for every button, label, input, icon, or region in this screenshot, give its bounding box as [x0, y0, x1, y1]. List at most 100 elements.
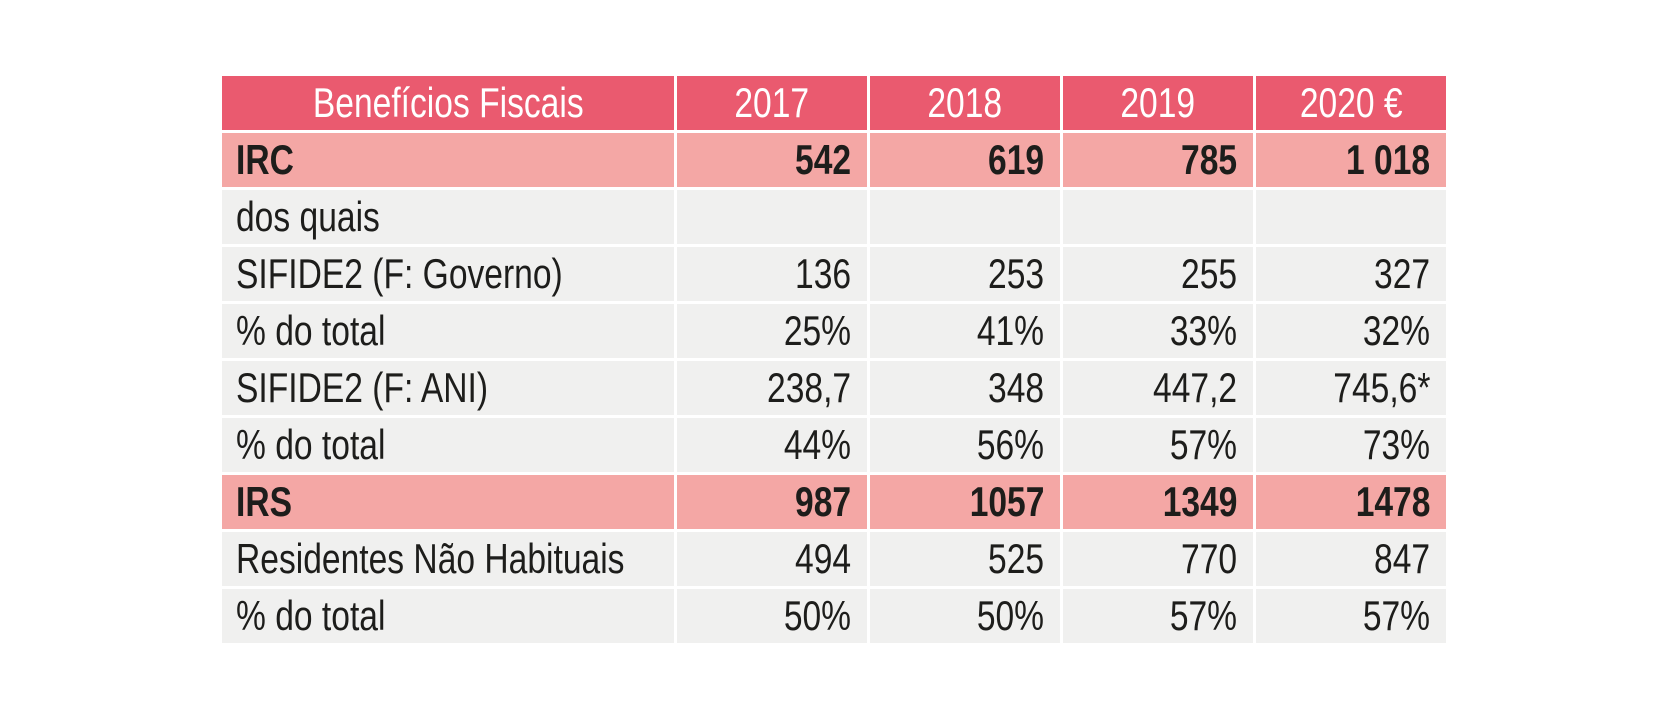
value-text: 525	[987, 535, 1044, 582]
table-row-dos-quais: dos quais	[222, 190, 1446, 244]
fiscal-benefits-table-container: Benefícios Fiscais 2017 2018 2019 2020 €…	[219, 73, 1449, 646]
value-cell: 56%	[870, 418, 1060, 472]
fiscal-benefits-table: Benefícios Fiscais 2017 2018 2019 2020 €…	[219, 73, 1449, 646]
table-row-sifide2-ani: SIFIDE2 (F: ANI) 238,7 348 447,2 745,6*	[222, 361, 1446, 415]
value-text: 57%	[1169, 592, 1237, 639]
value-cell: 1478	[1256, 475, 1446, 529]
table-header-row: Benefícios Fiscais 2017 2018 2019 2020 €	[222, 76, 1446, 130]
row-label-text: IRS	[236, 478, 293, 525]
header-year-text: 2019	[1120, 79, 1196, 126]
row-label-cell: % do total	[222, 589, 674, 643]
value-text: 73%	[1362, 421, 1430, 468]
value-cell	[1063, 190, 1253, 244]
value-text: 57%	[1362, 592, 1430, 639]
value-cell: 745,6*	[1256, 361, 1446, 415]
header-title-text: Benefícios Fiscais	[312, 79, 584, 126]
table-row-pct-ani: % do total 44% 56% 57% 73%	[222, 418, 1446, 472]
row-label-cell: SIFIDE2 (F: ANI)	[222, 361, 674, 415]
value-cell	[1256, 190, 1446, 244]
value-cell: 327	[1256, 247, 1446, 301]
value-text: 255	[1180, 250, 1237, 297]
header-year-text: 2017	[734, 79, 810, 126]
value-cell: 525	[870, 532, 1060, 586]
value-cell: 44%	[677, 418, 867, 472]
row-label-text: % do total	[236, 592, 386, 639]
value-text: 44%	[783, 421, 851, 468]
value-cell: 50%	[870, 589, 1060, 643]
header-year-2017: 2017	[677, 76, 867, 130]
row-label-cell: Residentes Não Habituais	[222, 532, 674, 586]
value-cell: 57%	[1063, 418, 1253, 472]
table-row-residentes-nao-habituais: Residentes Não Habituais 494 525 770 847	[222, 532, 1446, 586]
row-label-cell: % do total	[222, 418, 674, 472]
value-text: 745,6*	[1332, 364, 1430, 411]
row-label-text: SIFIDE2 (F: ANI)	[236, 364, 489, 411]
header-year-text: 2018	[927, 79, 1003, 126]
value-cell: 32%	[1256, 304, 1446, 358]
value-cell: 1057	[870, 475, 1060, 529]
value-text: 32%	[1362, 307, 1430, 354]
value-cell: 136	[677, 247, 867, 301]
header-year-text: 2020 €	[1299, 79, 1403, 126]
value-cell: 847	[1256, 532, 1446, 586]
value-cell: 542	[677, 133, 867, 187]
value-text: 33%	[1169, 307, 1237, 354]
value-cell: 348	[870, 361, 1060, 415]
value-cell: 447,2	[1063, 361, 1253, 415]
row-label-cell: IRS	[222, 475, 674, 529]
table-row-irs: IRS 987 1057 1349 1478	[222, 475, 1446, 529]
row-label-cell: % do total	[222, 304, 674, 358]
row-label-text: IRC	[236, 136, 294, 183]
value-cell: 50%	[677, 589, 867, 643]
value-text: 785	[1180, 136, 1237, 183]
value-cell: 73%	[1256, 418, 1446, 472]
value-cell: 255	[1063, 247, 1253, 301]
value-text: 136	[794, 250, 851, 297]
row-label-text: dos quais	[236, 193, 380, 240]
row-label-text: % do total	[236, 307, 386, 354]
row-label-cell: IRC	[222, 133, 674, 187]
value-text: 25%	[783, 307, 851, 354]
value-text: 447,2	[1152, 364, 1237, 411]
value-cell: 33%	[1063, 304, 1253, 358]
value-cell: 57%	[1256, 589, 1446, 643]
table-row-pct-residentes: % do total 50% 50% 57% 57%	[222, 589, 1446, 643]
row-label-cell: SIFIDE2 (F: Governo)	[222, 247, 674, 301]
value-cell: 785	[1063, 133, 1253, 187]
row-label-text: % do total	[236, 421, 386, 468]
value-cell: 41%	[870, 304, 1060, 358]
header-year-2020: 2020 €	[1256, 76, 1446, 130]
value-text: 327	[1373, 250, 1430, 297]
value-cell: 987	[677, 475, 867, 529]
value-text: 1349	[1162, 478, 1237, 525]
row-label-text: SIFIDE2 (F: Governo)	[236, 250, 563, 297]
table-row-sifide2-governo: SIFIDE2 (F: Governo) 136 253 255 327	[222, 247, 1446, 301]
value-cell: 770	[1063, 532, 1253, 586]
value-text: 50%	[783, 592, 851, 639]
value-cell: 1349	[1063, 475, 1253, 529]
value-text: 56%	[976, 421, 1044, 468]
header-year-2018: 2018	[870, 76, 1060, 130]
value-cell: 1 018	[1256, 133, 1446, 187]
value-text: 253	[987, 250, 1044, 297]
value-text: 987	[794, 478, 851, 525]
header-title-cell: Benefícios Fiscais	[222, 76, 674, 130]
value-text: 348	[987, 364, 1044, 411]
value-cell: 619	[870, 133, 1060, 187]
table-row-irc: IRC 542 619 785 1 018	[222, 133, 1446, 187]
row-label-text: Residentes Não Habituais	[236, 535, 625, 582]
value-cell: 253	[870, 247, 1060, 301]
value-text: 50%	[976, 592, 1044, 639]
value-text: 619	[987, 136, 1044, 183]
value-cell: 57%	[1063, 589, 1253, 643]
row-label-cell: dos quais	[222, 190, 674, 244]
value-cell	[870, 190, 1060, 244]
value-text: 1478	[1355, 478, 1430, 525]
value-text: 542	[794, 136, 851, 183]
header-year-2019: 2019	[1063, 76, 1253, 130]
value-cell: 25%	[677, 304, 867, 358]
value-cell	[677, 190, 867, 244]
value-text: 494	[794, 535, 851, 582]
value-cell: 238,7	[677, 361, 867, 415]
value-text: 238,7	[766, 364, 851, 411]
